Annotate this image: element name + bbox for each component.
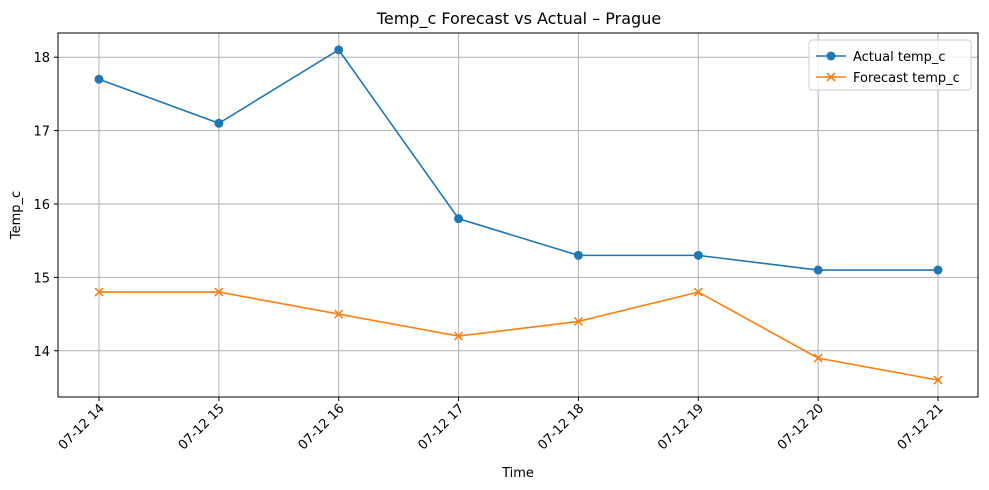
plot-area-frame bbox=[57, 32, 979, 398]
data-point bbox=[334, 45, 344, 55]
data-point bbox=[214, 287, 224, 297]
legend-item: Actual temp_c bbox=[816, 50, 946, 65]
data-point bbox=[94, 287, 104, 297]
series-layer bbox=[94, 45, 943, 385]
data-point bbox=[334, 309, 344, 319]
legend-marker bbox=[826, 51, 836, 61]
y-tick-label: 14 bbox=[33, 345, 50, 360]
data-point bbox=[813, 353, 823, 363]
data-point bbox=[933, 375, 943, 385]
data-point bbox=[693, 287, 703, 297]
legend: Actual temp_c Forecast temp_c bbox=[808, 39, 972, 91]
data-point bbox=[573, 316, 583, 326]
data-point bbox=[693, 250, 703, 260]
y-tick-label: 16 bbox=[33, 198, 50, 213]
chart-title: Temp_c Forecast vs Actual – Prague bbox=[376, 9, 661, 29]
y-tick-label: 18 bbox=[33, 51, 50, 66]
x-tick-label: 07-12 15 bbox=[176, 401, 228, 453]
y-axis-label: Temp_c bbox=[9, 191, 24, 240]
data-point bbox=[94, 74, 104, 84]
legend-label: Actual temp_c bbox=[853, 50, 946, 65]
data-point bbox=[214, 118, 224, 128]
series-line bbox=[99, 291, 939, 381]
data-point bbox=[933, 265, 943, 275]
legend-label: Forecast temp_c bbox=[853, 71, 960, 86]
series-forecast bbox=[94, 287, 943, 385]
ticks-layer: 07-12 14 07-12 15 07-12 16 07-12 17 07-12 18… bbox=[33, 51, 946, 453]
x-tick-label: 07-12 19 bbox=[655, 401, 707, 453]
y-tick-label: 17 bbox=[33, 125, 50, 140]
legend-item: Forecast temp_c bbox=[816, 71, 960, 86]
series-line bbox=[98, 48, 938, 271]
legend-marker bbox=[826, 72, 836, 82]
x-tick-label: 07-12 17 bbox=[415, 401, 467, 453]
data-point bbox=[454, 214, 464, 224]
legend-items: Actual temp_c Forecast temp_c bbox=[816, 50, 960, 86]
y-tick-label: 15 bbox=[33, 271, 50, 286]
x-tick-label: 07-12 16 bbox=[296, 401, 348, 453]
x-tick-label: 07-12 14 bbox=[56, 401, 108, 453]
data-point bbox=[813, 265, 823, 275]
x-tick-label: 07-12 18 bbox=[535, 401, 587, 453]
data-point bbox=[573, 250, 583, 260]
data-point bbox=[454, 331, 464, 341]
x-axis-label: Time bbox=[501, 466, 534, 481]
x-tick-label: 07-12 20 bbox=[775, 401, 827, 453]
legend-box bbox=[808, 39, 972, 91]
series-actual bbox=[94, 45, 943, 275]
x-tick-label: 07-12 21 bbox=[895, 401, 947, 453]
